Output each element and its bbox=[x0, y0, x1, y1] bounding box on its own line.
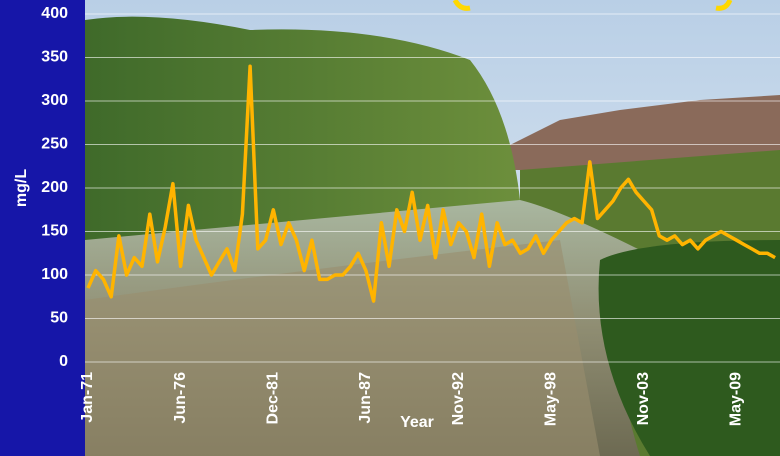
y-tick-label: 200 bbox=[41, 179, 68, 196]
y-tick-label: 350 bbox=[41, 49, 68, 66]
y-axis-label: mg/L bbox=[13, 169, 30, 207]
x-tick-label: Jan-71 bbox=[79, 372, 96, 423]
y-tick-label: 150 bbox=[41, 223, 68, 240]
x-tick-label: Jun-76 bbox=[172, 372, 189, 424]
y-tick-label: 400 bbox=[41, 5, 68, 22]
x-tick-label: May-98 bbox=[542, 372, 559, 426]
y-tick-label: 250 bbox=[41, 136, 68, 153]
x-tick-label: Nov-92 bbox=[450, 372, 467, 425]
y-tick-label: 50 bbox=[50, 310, 68, 327]
x-axis-label: Year bbox=[400, 414, 434, 431]
x-tick-label: Nov-03 bbox=[635, 372, 652, 425]
x-tick-label: May-09 bbox=[728, 372, 745, 426]
x-tick-label: Jun-87 bbox=[357, 372, 374, 424]
x-tick-label: Dec-81 bbox=[264, 372, 281, 425]
line bbox=[86, 64, 776, 303]
y-tick-label: 300 bbox=[41, 92, 68, 109]
decoration bbox=[452, 0, 733, 11]
y-tick-label: 0 bbox=[59, 353, 68, 370]
y-tick-label: 100 bbox=[41, 266, 68, 283]
